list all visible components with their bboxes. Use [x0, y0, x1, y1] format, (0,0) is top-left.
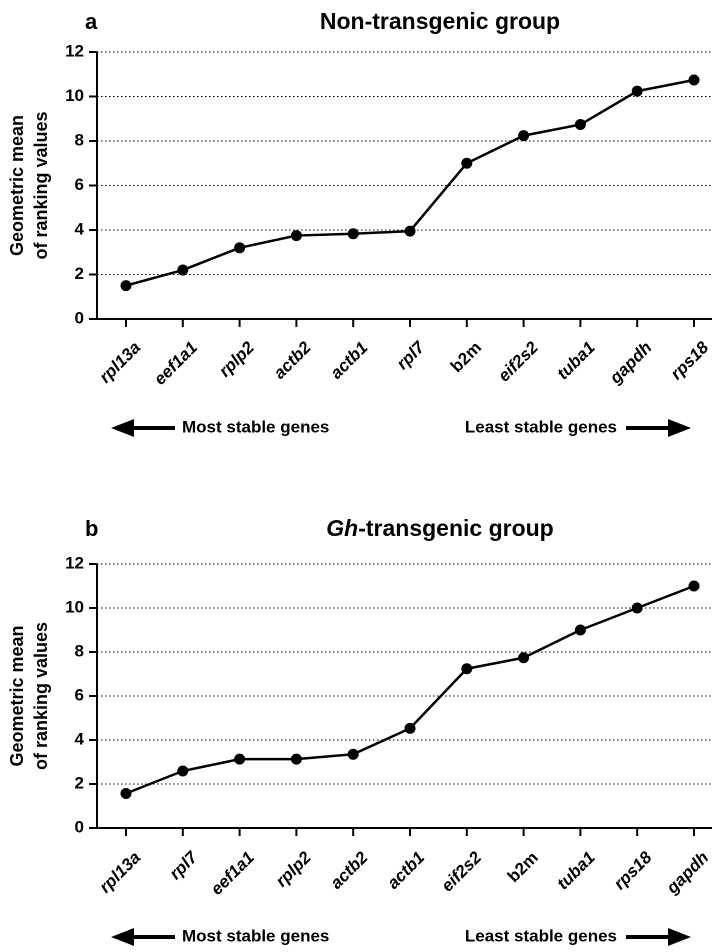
x-tick-label: rpl13a	[95, 848, 144, 897]
data-point	[688, 74, 700, 86]
series-line	[125, 584, 695, 795]
panel-a: a Non-transgenic group Geometric mean of ra…	[7, 8, 713, 437]
data-point	[120, 280, 132, 292]
y-tick-label: 8	[75, 130, 84, 149]
y-tick-label: 4	[75, 219, 85, 238]
data-point	[404, 225, 416, 237]
y-axis-label: Geometric mean	[7, 625, 27, 766]
data-point	[518, 130, 530, 142]
y-tick-label: 12	[65, 553, 84, 572]
data-point	[290, 753, 302, 765]
data-point	[177, 765, 189, 777]
y-tick-label: 4	[75, 729, 85, 748]
x-tick-label: rplp2	[272, 847, 315, 890]
data-point	[518, 652, 530, 664]
y-tick-label: 8	[75, 641, 84, 660]
chart-title-text: Non-transgenic group	[320, 8, 560, 34]
data-point	[177, 264, 189, 276]
data-point	[631, 85, 643, 97]
x-tick-label: rpl7	[393, 337, 430, 374]
left-arrow-head	[111, 928, 134, 946]
data-point	[234, 242, 246, 254]
chart-title-italic: Gh	[326, 515, 358, 541]
data-point	[120, 787, 132, 799]
data-point	[688, 580, 700, 592]
chart-title-text: -transgenic group	[358, 515, 554, 541]
data-point	[574, 624, 586, 636]
y-tick-label: 12	[65, 41, 84, 60]
x-tick-label: actb1	[383, 848, 428, 893]
x-tick-label: eif2s2	[438, 847, 486, 895]
x-tick-label: eef1a1	[150, 338, 201, 389]
x-tick-label: rpl13a	[95, 338, 144, 387]
data-point	[290, 230, 302, 242]
x-tick-label: tuba1	[553, 848, 598, 893]
data-point	[404, 722, 416, 734]
data-point	[461, 663, 473, 675]
x-tick-label: eif2s2	[494, 337, 542, 385]
x-tick-label: rpl7	[166, 847, 203, 884]
panel-letter: a	[85, 9, 98, 34]
x-tick-label: eef1a1	[207, 848, 258, 899]
panel-letter: b	[85, 516, 98, 541]
x-tick-label: tuba1	[553, 338, 598, 383]
series-line	[125, 78, 695, 287]
chart-title: Gh-transgenic group	[326, 515, 553, 541]
chart-title: Non-transgenic group	[320, 8, 560, 34]
y-tick-label: 10	[65, 86, 84, 105]
left-arrow-head	[111, 419, 134, 437]
y-tick-label: 0	[75, 308, 84, 327]
y-tick-label: 2	[75, 264, 84, 283]
x-tick-label: actb2	[327, 848, 372, 893]
data-point	[347, 748, 359, 760]
x-tick-label: b2m	[447, 338, 485, 376]
panel-b: b Gh-transgenic group Geometric mean of ran…	[7, 515, 712, 946]
x-tick-label: rplp2	[215, 337, 258, 380]
y-axis-label: of ranking values	[31, 622, 51, 770]
least-stable-label: Least stable genes	[465, 926, 617, 945]
data-point	[631, 602, 643, 614]
x-tick-label: actb1	[327, 338, 372, 383]
least-stable-label: Least stable genes	[465, 417, 617, 436]
x-tick-label: gapdh	[662, 848, 712, 898]
x-tick-label: gapdh	[605, 338, 655, 388]
y-tick-label: 0	[75, 817, 84, 836]
y-tick-label: 6	[75, 175, 84, 194]
data-point	[574, 119, 586, 131]
data-point	[234, 753, 246, 765]
data-point	[347, 228, 359, 240]
most-stable-label: Most stable genes	[182, 926, 329, 945]
y-axis-label: of ranking values	[31, 111, 51, 259]
y-tick-label: 2	[75, 773, 84, 792]
right-arrow-head	[668, 419, 691, 437]
y-axis-label: Geometric mean	[7, 115, 27, 256]
most-stable-label: Most stable genes	[182, 417, 329, 436]
x-tick-label: actb2	[270, 338, 315, 383]
y-tick-label: 6	[75, 685, 84, 704]
data-point	[461, 157, 473, 169]
x-tick-label: b2m	[504, 848, 542, 886]
x-tick-label: rps18	[610, 848, 656, 894]
x-tick-label: rps18	[667, 338, 713, 384]
right-arrow-head	[668, 928, 691, 946]
y-tick-label: 10	[65, 597, 84, 616]
